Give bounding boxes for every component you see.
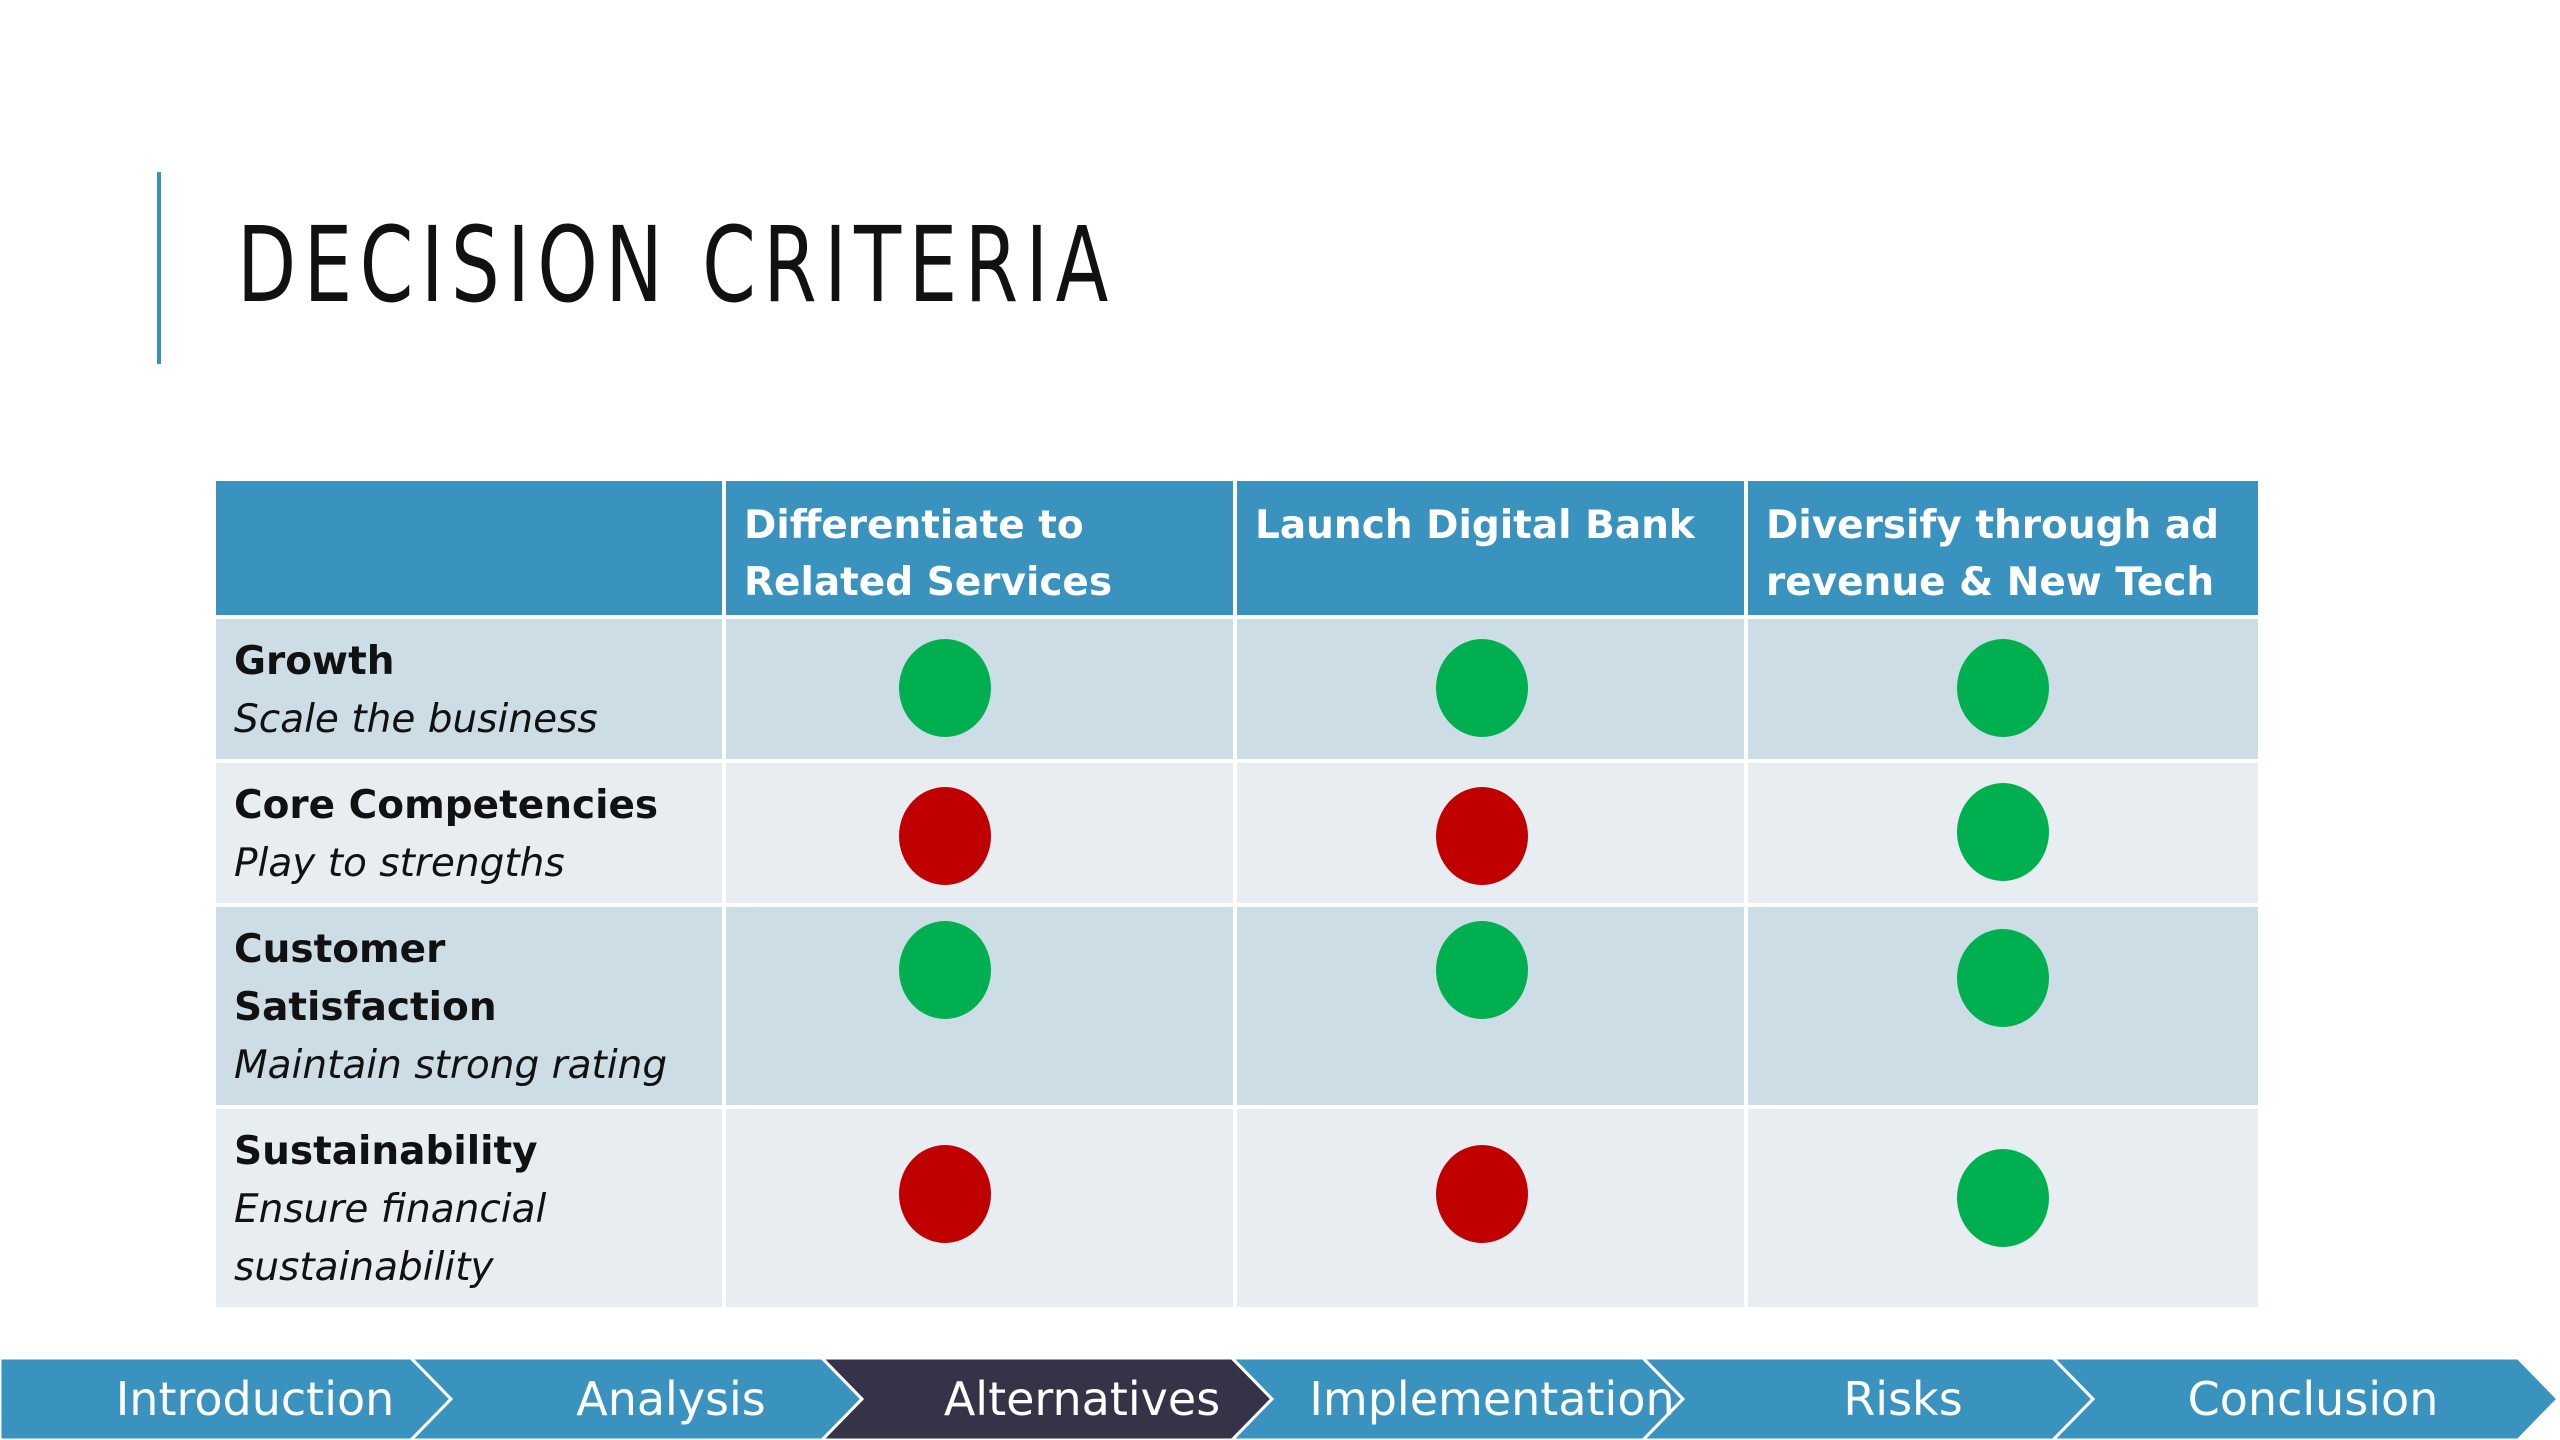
- criterion-description: Scale the business: [234, 697, 598, 742]
- column-header-differentiate: Differentiate to Related Services: [726, 481, 1237, 619]
- criterion-name: Core Competencies: [234, 783, 659, 828]
- criterion-cell: Sustainability Ensure financial sustaina…: [216, 1109, 726, 1307]
- nav-step-shape: [1640, 1358, 2096, 1440]
- criterion-name: Growth: [234, 639, 395, 684]
- nav-step-shape: [1229, 1358, 1686, 1440]
- criteria-row-customer-satisfaction: Customer Satisfaction Maintain strong ra…: [216, 907, 2258, 1109]
- matrix-header-blank: [216, 481, 726, 619]
- nav-step-risks[interactable]: Risks: [1843, 1372, 1963, 1426]
- rating-cell: [726, 763, 1237, 907]
- nav-step-implementation[interactable]: Implementation: [1309, 1372, 1675, 1426]
- nav-step-analysis[interactable]: Analysis: [576, 1372, 766, 1426]
- nav-step-conclusion[interactable]: Conclusion: [2187, 1372, 2439, 1426]
- nav-step-introduction[interactable]: Introduction: [115, 1372, 395, 1426]
- criterion-cell: Core Competencies Play to strengths: [216, 763, 726, 907]
- rating-dot-green: [1436, 639, 1528, 737]
- slide-title: DECISION CRITERIA: [237, 204, 1116, 326]
- rating-dot-green: [1436, 921, 1528, 1019]
- criterion-description: Ensure financial sustainability: [234, 1187, 547, 1290]
- nav-step-shape: [819, 1358, 1275, 1440]
- rating-dot-red: [1436, 787, 1528, 885]
- rating-cell: [1237, 1109, 1748, 1307]
- criteria-row-sustainability: Sustainability Ensure financial sustaina…: [216, 1109, 2258, 1307]
- nav-chevron-shapes: [0, 1358, 2560, 1440]
- rating-dot-red: [1436, 1145, 1528, 1243]
- rating-dot-green: [899, 921, 991, 1019]
- criterion-description: Play to strengths: [234, 841, 565, 886]
- rating-dot-green: [899, 639, 991, 737]
- rating-cell: [726, 619, 1237, 763]
- rating-dot-green: [1957, 1149, 2049, 1247]
- criterion-cell: Growth Scale the business: [216, 619, 726, 763]
- rating-dot-green: [1957, 783, 2049, 881]
- nav-step-alternatives[interactable]: Alternatives: [943, 1372, 1221, 1426]
- criteria-row-growth: Growth Scale the business: [216, 619, 2258, 763]
- rating-cell: [1748, 619, 2258, 763]
- criterion-cell: Customer Satisfaction Maintain strong ra…: [216, 907, 726, 1109]
- criteria-row-core-competencies: Core Competencies Play to strengths: [216, 763, 2258, 907]
- decision-matrix: Differentiate to Related Services Launch…: [216, 481, 2258, 1307]
- column-header-digital-bank: Launch Digital Bank: [1237, 481, 1748, 619]
- rating-dot-green: [1957, 639, 2049, 737]
- rating-cell: [726, 907, 1237, 1109]
- rating-dot-red: [899, 787, 991, 885]
- column-header-diversify: Diversify through ad revenue & New Tech: [1748, 481, 2258, 619]
- title-accent-bar: [157, 172, 161, 364]
- rating-cell: [1237, 763, 1748, 907]
- criterion-description: Maintain strong rating: [234, 1043, 668, 1088]
- criterion-name: Customer Satisfaction: [234, 927, 497, 1030]
- rating-cell: [1748, 907, 2258, 1109]
- rating-cell: [1237, 907, 1748, 1109]
- nav-step-shape: [2050, 1358, 2560, 1440]
- rating-dot-green: [1957, 929, 2049, 1027]
- rating-cell: [1748, 1109, 2258, 1307]
- rating-dot-red: [899, 1145, 991, 1243]
- nav-step-shape: [408, 1358, 865, 1440]
- rating-cell: [726, 1109, 1237, 1307]
- section-progress-nav: Introduction Analysis Alternatives Imple…: [0, 1358, 2560, 1440]
- matrix-header-row: Differentiate to Related Services Launch…: [216, 481, 2258, 619]
- rating-cell: [1237, 619, 1748, 763]
- rating-cell: [1748, 763, 2258, 907]
- criterion-name: Sustainability: [234, 1129, 538, 1174]
